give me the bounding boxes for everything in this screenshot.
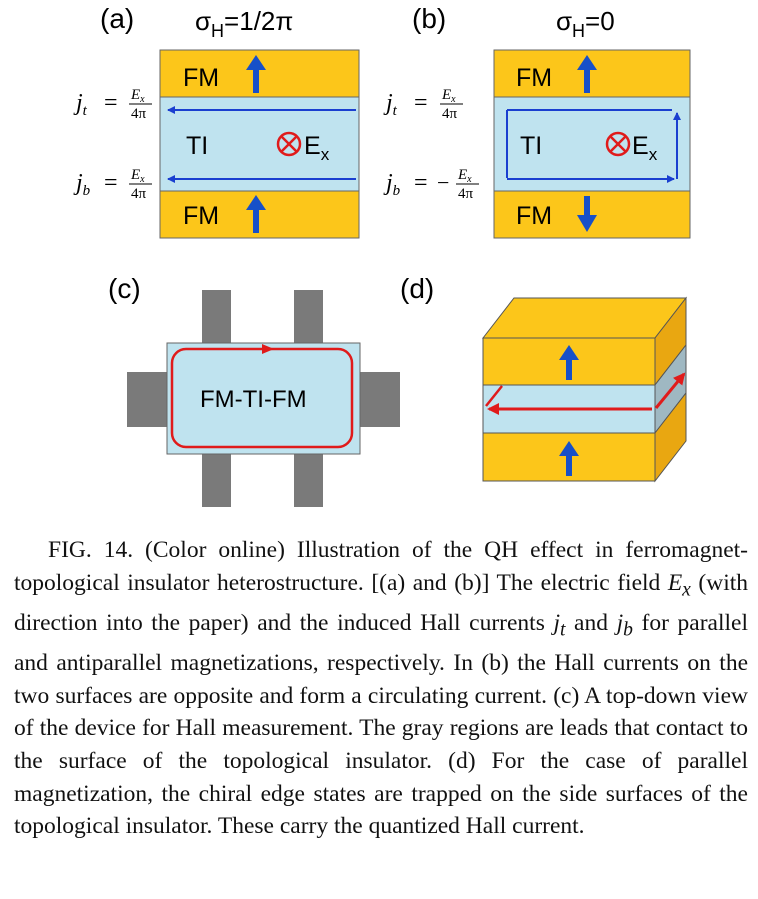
caption-lead: FIG. 14. (Color online) Illustration of … [14, 537, 748, 596]
svg-text:Ex: Ex [441, 87, 456, 105]
svg-text:4π: 4π [458, 186, 474, 202]
svg-text:=: = [414, 90, 428, 116]
device-label: FM-TI-FM [200, 386, 307, 413]
lead-bottom-left [202, 452, 231, 507]
device-top-view [166, 342, 361, 455]
figure-caption: FIG. 14. (Color online) Illustration of … [14, 534, 748, 843]
panel-d-label: (d) [400, 273, 434, 304]
panel-b-circulating-current [506, 109, 681, 183]
panel-b-bottom-fm-layer [493, 190, 691, 239]
figure: (a) σH=1/2π FM TI Ex FM jt [73, 3, 691, 507]
panel-a-bottom-fm-layer [159, 190, 360, 239]
panel-b-field-into-page-icon [605, 131, 631, 157]
panel-b-top-fm-layer [493, 49, 691, 98]
lead-top-right [294, 290, 323, 345]
edge-state-side-arrow [654, 372, 686, 409]
svg-text:Ex: Ex [130, 167, 145, 185]
panel-b-field-label: Ex [632, 132, 658, 164]
svg-text:=: = [414, 170, 428, 196]
panel-a-ti-layer [159, 96, 360, 192]
panel-a-field-label: Ex [304, 132, 330, 164]
caption-jt-symbol: jt [553, 609, 566, 641]
panel-a-top-fm-layer [159, 49, 360, 98]
svg-text:Ex: Ex [457, 167, 472, 185]
panel-a-bottom-fm-label: FM [183, 202, 219, 230]
svg-text:=: = [104, 90, 118, 116]
svg-text:4π: 4π [442, 106, 458, 122]
caption-part3: for parallel and antiparallel magnetizat… [14, 609, 748, 840]
caption-part2: (with direction into the paper) and the … [14, 569, 748, 636]
svg-text:=: = [104, 170, 118, 196]
panel-b-bottom-magnetization-arrow [577, 196, 597, 232]
panel-a-top-magnetization-arrow [246, 55, 266, 93]
panel-a-sigma-label: σH=1/2π [195, 6, 293, 41]
panel-c-label: (c) [108, 273, 141, 304]
lead-right [358, 372, 400, 427]
panel-a: (a) σH=1/2π FM TI Ex FM jt [73, 3, 360, 239]
panel-a-top-fm-label: FM [183, 64, 219, 92]
svg-text:jt: jt [383, 90, 398, 119]
edge-state-back-hint [485, 385, 503, 407]
panel-a-field-into-page-icon [276, 131, 302, 157]
panel-b-label: (b) [412, 3, 446, 34]
slab-top-face [481, 297, 688, 339]
caption-jb-symbol: jb [616, 609, 633, 641]
svg-text:−: − [437, 170, 449, 195]
lead-bottom-right [294, 452, 323, 507]
panel-b-bottom-fm-label: FM [516, 202, 552, 230]
svg-text:Ex: Ex [130, 87, 145, 105]
panel-b-top-fm-label: FM [516, 64, 552, 92]
panel-b-jb-equation: jb = − Ex 4π [383, 167, 479, 202]
svg-text:4π: 4π [131, 106, 147, 122]
caption-and: and [565, 609, 617, 636]
panel-a-bottom-magnetization-arrow [246, 195, 266, 233]
lead-top-left [202, 290, 231, 345]
panel-c: (c) FM-TI-FM [108, 273, 400, 507]
panel-b-sigma-label: σH=0 [556, 6, 615, 41]
caption-ex-symbol: Ex [667, 569, 691, 601]
panel-a-jt-equation: jt = Ex 4π [73, 87, 152, 122]
svg-text:jb: jb [383, 170, 401, 199]
panel-a-ti-label: TI [186, 132, 208, 160]
panel-b-ti-label: TI [520, 132, 542, 160]
svg-text:jb: jb [73, 170, 91, 199]
panel-b-ti-layer [493, 96, 691, 192]
panel-d-bottom-magnetization-arrow [559, 441, 579, 476]
slab-side-bottom-fm [654, 391, 687, 483]
svg-text:jt: jt [73, 90, 88, 119]
panel-b-top-magnetization-arrow [577, 55, 597, 93]
svg-text:4π: 4π [131, 186, 147, 202]
panel-a-jb-equation: jb = Ex 4π [73, 167, 152, 202]
panel-b: (b) σH=0 FM TI Ex FM [383, 3, 691, 239]
lead-left [127, 372, 169, 427]
panel-d: (d) [400, 273, 688, 483]
edge-current-direction-arrowhead [262, 344, 274, 354]
panel-d-top-magnetization-arrow [559, 345, 579, 380]
panel-b-jt-equation: jt = Ex 4π [383, 87, 463, 122]
panel-a-label: (a) [100, 3, 134, 34]
